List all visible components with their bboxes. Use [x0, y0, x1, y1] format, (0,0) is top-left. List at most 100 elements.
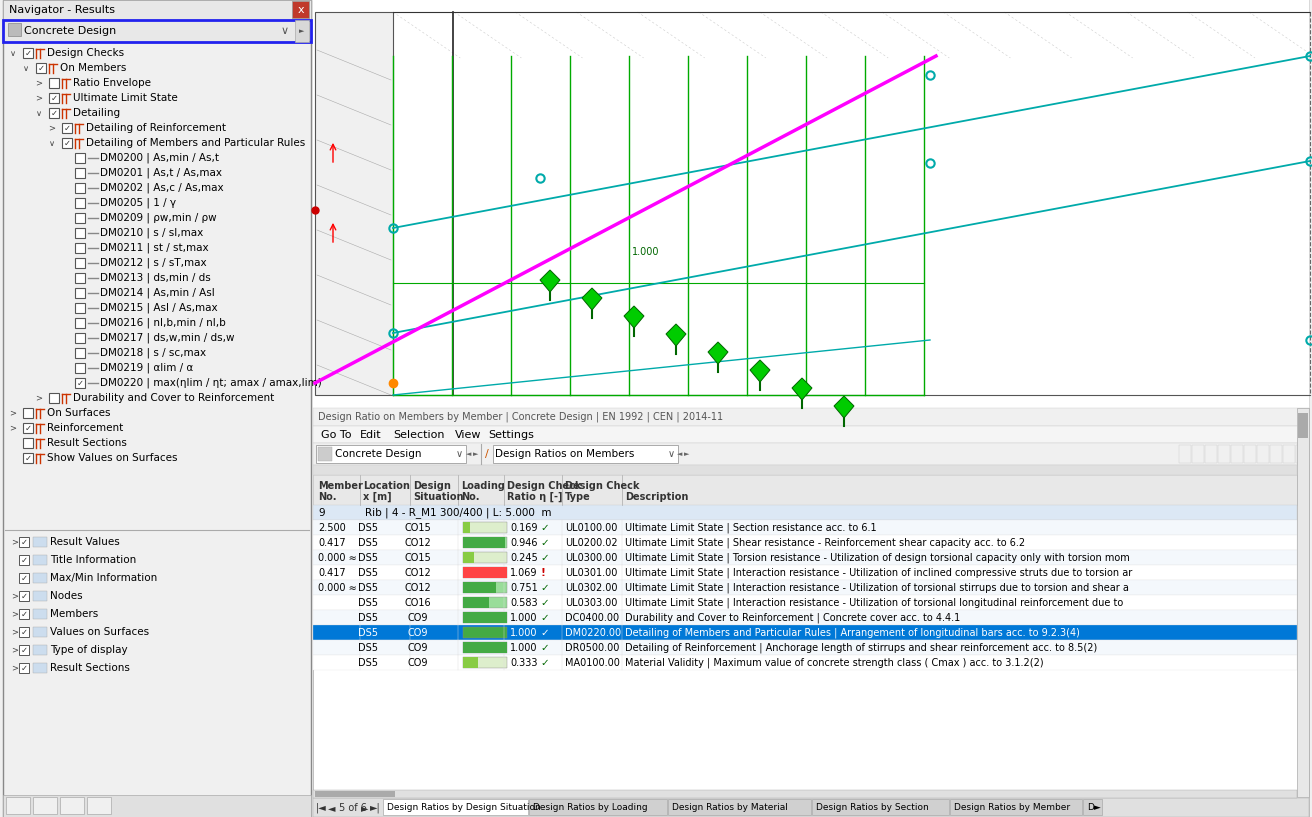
Text: CO9: CO9 [408, 643, 428, 653]
Text: Design Check: Design Check [506, 481, 581, 491]
Text: Member: Member [318, 481, 363, 491]
Text: 1.000: 1.000 [510, 643, 538, 653]
Bar [463, 612, 506, 623]
Bar [463, 567, 506, 578]
Bar [75, 273, 85, 283]
Bar [33, 591, 47, 601]
Text: DS5: DS5 [358, 643, 378, 653]
Bar [18, 555, 29, 565]
Bar [463, 537, 505, 548]
Text: DM0217 | ds,w,min / ds,w: DM0217 | ds,w,min / ds,w [100, 333, 235, 343]
Text: 1.000: 1.000 [632, 247, 660, 257]
Text: DM0216 | nl,b,min / nl,b: DM0216 | nl,b,min / nl,b [100, 318, 226, 328]
Bar [314, 520, 1298, 535]
Text: UL0302.00: UL0302.00 [565, 583, 618, 593]
Text: DM0211 | st / st,max: DM0211 | st / st,max [100, 243, 209, 253]
Text: Type: Type [565, 492, 590, 502]
Text: ✓: ✓ [21, 663, 28, 672]
Text: ◄: ◄ [677, 451, 682, 457]
Text: DM0215 | Asl / As,max: DM0215 | Asl / As,max [100, 303, 218, 313]
Text: ◄: ◄ [466, 451, 471, 457]
Text: Concrete Design: Concrete Design [335, 449, 421, 459]
Text: ✓: ✓ [541, 523, 548, 533]
Bar [463, 522, 506, 533]
Bar [18, 609, 29, 619]
Text: 0.946: 0.946 [510, 538, 538, 548]
Bar [1204, 445, 1218, 463]
Text: CO15: CO15 [404, 553, 432, 563]
Text: ✓: ✓ [25, 48, 31, 57]
Text: DS5: DS5 [358, 583, 378, 593]
Bar [463, 597, 506, 608]
Text: >: > [10, 538, 18, 547]
Text: ✓: ✓ [21, 627, 28, 636]
Bar [314, 0, 1309, 408]
Bar [463, 657, 478, 668]
Text: Ratio η [-]: Ratio η [-] [506, 492, 563, 502]
Bar [463, 537, 506, 548]
Text: Design Ratios by Loading: Design Ratios by Loading [533, 802, 648, 811]
Text: 0.333: 0.333 [510, 658, 538, 668]
Text: Detailing: Detailing [73, 108, 121, 118]
Bar [314, 550, 1298, 565]
Text: DM0200 | As,min / As,t: DM0200 | As,min / As,t [100, 153, 219, 163]
Text: DS5: DS5 [358, 523, 378, 533]
Bar [1231, 445, 1242, 463]
Bar [75, 288, 85, 298]
Bar [18, 627, 29, 637]
Bar [3, 0, 311, 20]
Bar [87, 797, 112, 814]
Text: DM0205 | 1 / γ: DM0205 | 1 / γ [100, 198, 176, 208]
Text: 0.169: 0.169 [510, 523, 538, 533]
Bar [75, 378, 85, 388]
Text: ✓: ✓ [25, 423, 31, 432]
Text: Nodes: Nodes [50, 591, 83, 601]
Bar [314, 408, 1309, 817]
Text: 0.751: 0.751 [510, 583, 538, 593]
Bar [314, 0, 1309, 408]
Bar [314, 505, 1298, 520]
Text: DM0201 | As,t / As,max: DM0201 | As,t / As,max [100, 167, 222, 178]
Text: Edit: Edit [359, 430, 382, 440]
Text: No.: No. [318, 492, 336, 502]
Bar [1084, 799, 1102, 815]
Bar [75, 363, 85, 373]
Text: ◄: ◄ [328, 803, 336, 813]
Bar [314, 580, 1298, 595]
Text: x [m]: x [m] [363, 492, 391, 502]
Bar [3, 795, 311, 817]
Text: >: > [49, 123, 55, 132]
Text: ✓: ✓ [63, 123, 71, 132]
Bar [3, 20, 311, 42]
Bar [1298, 413, 1308, 438]
Text: 0.245: 0.245 [510, 553, 538, 563]
Text: Loading: Loading [461, 481, 505, 491]
Bar [1296, 445, 1308, 463]
Text: 0.417: 0.417 [318, 568, 345, 578]
Text: Result Values: Result Values [50, 537, 119, 547]
Text: 0.000 ≈: 0.000 ≈ [318, 583, 357, 593]
Text: MA0100.00: MA0100.00 [565, 658, 619, 668]
Bar [18, 663, 29, 673]
Text: Design: Design [413, 481, 451, 491]
Bar [463, 627, 506, 638]
Text: Title Information: Title Information [50, 555, 136, 565]
Text: DS5: DS5 [358, 538, 378, 548]
Text: DM0220.00: DM0220.00 [565, 628, 621, 638]
Bar [463, 642, 506, 653]
Bar [463, 612, 506, 623]
Polygon shape [792, 378, 812, 400]
Text: ✓: ✓ [541, 538, 548, 548]
Bar [1257, 445, 1269, 463]
Text: Detailing of Reinforcement: Detailing of Reinforcement [87, 123, 226, 133]
Bar [314, 798, 1309, 817]
Bar [314, 610, 1298, 625]
Text: ✓: ✓ [50, 109, 58, 118]
Bar [493, 445, 678, 463]
Text: ►: ► [474, 451, 479, 457]
Text: ✓: ✓ [541, 628, 548, 638]
Text: On Members: On Members [60, 63, 126, 73]
Bar [35, 63, 46, 73]
Text: DM0212 | s / sT,max: DM0212 | s / sT,max [100, 257, 206, 268]
Bar [463, 597, 488, 608]
